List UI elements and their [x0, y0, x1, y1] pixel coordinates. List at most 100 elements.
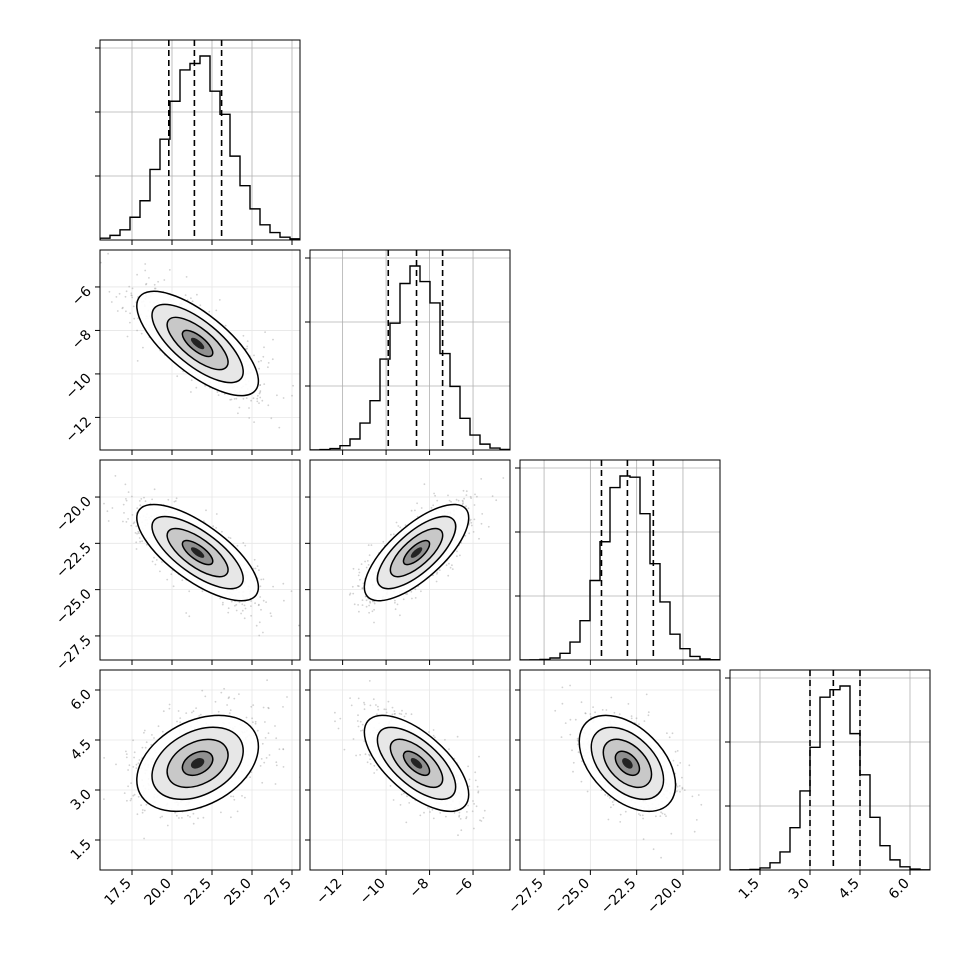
sample-point: [447, 494, 449, 497]
sample-point: [406, 593, 409, 595]
sample-point: [373, 772, 376, 774]
sample-point: [491, 495, 494, 498]
sample-point: [212, 525, 215, 528]
sample-point: [356, 585, 359, 587]
sample-point: [235, 609, 238, 612]
sample-point: [254, 720, 257, 723]
sample-point: [263, 383, 266, 385]
sample-point: [262, 631, 264, 634]
sample-point: [359, 578, 361, 581]
sample-point: [188, 590, 191, 593]
sample-point: [453, 811, 456, 814]
y-tick-label: −22.5: [53, 540, 95, 582]
sample-point: [471, 810, 474, 813]
sample-point: [357, 604, 359, 606]
sample-point: [130, 797, 133, 800]
y-tick-label: −12: [63, 414, 95, 446]
sample-point: [143, 731, 145, 734]
x-tick-label: 25.0: [221, 876, 254, 909]
sample-point: [275, 761, 278, 764]
y-tick-label: −10: [63, 370, 95, 402]
sample-point: [394, 601, 396, 604]
sample-point: [465, 494, 468, 496]
sample-point: [647, 714, 650, 717]
sample-point: [174, 500, 177, 502]
sample-point: [473, 827, 475, 830]
sample-point: [468, 532, 471, 535]
sample-point: [265, 601, 267, 603]
sample-point: [432, 734, 435, 737]
sample-point: [204, 695, 207, 698]
sample-point: [405, 821, 408, 824]
sample-point: [465, 505, 467, 508]
sample-point: [365, 566, 368, 569]
panel-frame: [99, 249, 301, 451]
sample-point: [282, 748, 285, 750]
panel-frame: [519, 459, 721, 661]
sample-point: [138, 532, 140, 535]
sample-point: [465, 817, 467, 820]
sample-point: [256, 397, 259, 400]
density-1-0: [100, 252, 294, 429]
sample-point: [676, 790, 678, 793]
sample-point: [252, 721, 254, 724]
sample-point: [368, 680, 371, 682]
panel-2-2: [515, 459, 721, 665]
sample-point: [368, 753, 370, 756]
sample-point: [366, 560, 369, 562]
sample-point: [258, 392, 261, 395]
sample-point: [258, 569, 260, 571]
sample-point: [261, 399, 264, 402]
sample-point: [233, 398, 236, 400]
sample-point: [370, 544, 373, 546]
sample-point: [466, 811, 468, 813]
sample-point: [254, 722, 257, 725]
sample-point: [357, 574, 360, 577]
sample-point: [420, 590, 422, 593]
sample-point: [482, 817, 485, 819]
sample-point: [192, 710, 195, 713]
sample-point: [157, 280, 160, 283]
sample-point: [179, 717, 182, 719]
sample-point: [267, 732, 270, 735]
y-tick-label: 3.0: [68, 787, 95, 814]
sample-point: [358, 571, 361, 574]
sample-point: [259, 384, 261, 386]
sample-point: [361, 587, 364, 590]
sample-point: [126, 799, 128, 802]
sample-point: [383, 708, 386, 711]
sample-point: [444, 738, 446, 741]
x-tick-label: −8: [406, 876, 432, 902]
sample-point: [436, 571, 439, 574]
sample-point: [447, 574, 450, 577]
sample-point: [463, 497, 465, 500]
sample-point: [469, 518, 472, 521]
sample-point: [178, 817, 180, 819]
sample-point: [135, 548, 138, 550]
sample-point: [181, 817, 183, 819]
sample-point: [122, 503, 125, 506]
sample-point: [271, 358, 274, 361]
sample-point: [144, 263, 147, 265]
sample-point: [260, 359, 262, 362]
sample-point: [124, 295, 127, 298]
sample-point: [141, 540, 144, 543]
sample-point: [128, 285, 131, 288]
sample-point: [244, 607, 247, 610]
sample-point: [139, 504, 142, 507]
sample-point: [144, 269, 147, 272]
sample-point: [459, 554, 461, 557]
sample-point: [137, 762, 140, 765]
sample-point: [148, 277, 150, 279]
sample-point: [360, 563, 363, 565]
sample-point: [252, 397, 255, 400]
sample-point: [262, 355, 265, 358]
sample-point: [278, 426, 281, 429]
sample-point: [115, 296, 118, 298]
y-tick-label: 1.5: [68, 837, 95, 864]
sample-point: [301, 775, 303, 777]
sample-point: [423, 811, 425, 814]
sample-point: [361, 723, 364, 726]
sample-point: [455, 498, 458, 501]
sample-point: [266, 679, 268, 682]
